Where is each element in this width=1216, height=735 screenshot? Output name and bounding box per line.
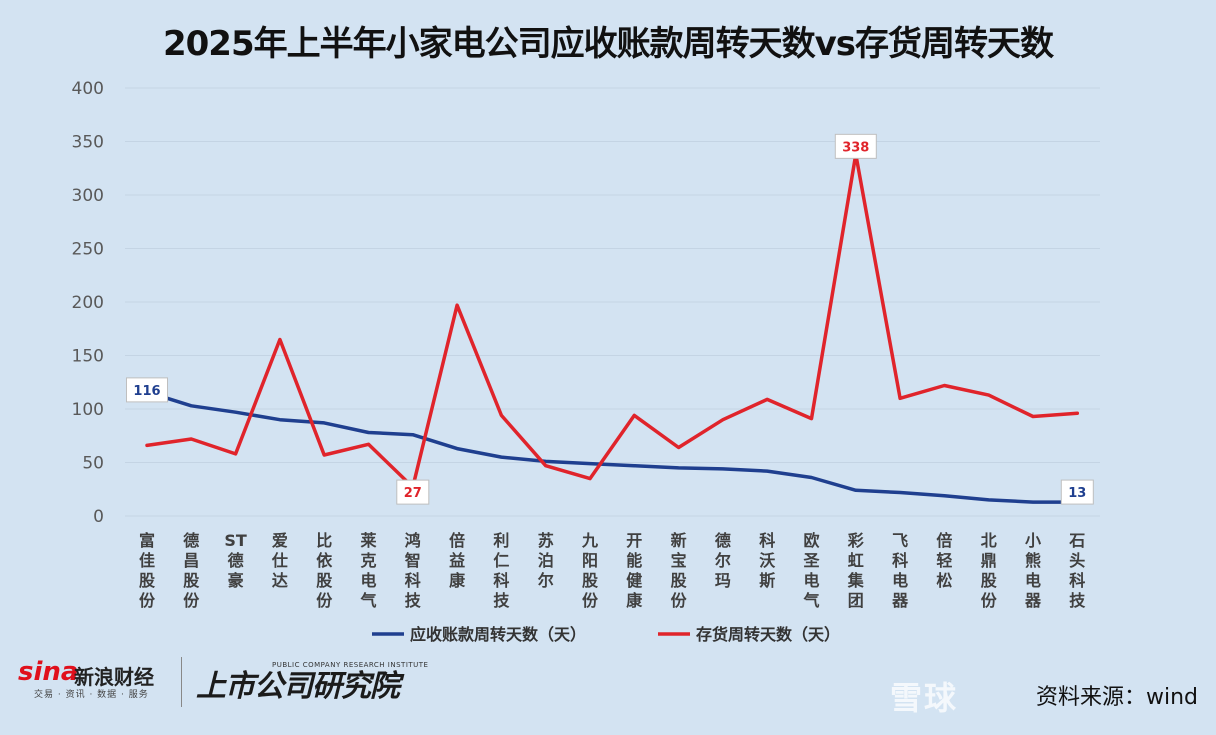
- data-label-text: 13: [1068, 486, 1086, 501]
- y-tick-label: 300: [72, 186, 104, 206]
- data-label-box: [1060, 479, 1094, 505]
- inventory-days-line: [145, 152, 1080, 489]
- x-tick-label: 爱仕达: [271, 531, 288, 590]
- x-tick-label: 苏泊尔: [538, 531, 554, 590]
- y-tick-label: 200: [72, 293, 104, 313]
- data-label-text: 27: [404, 486, 422, 501]
- y-tick-label: 100: [72, 400, 104, 420]
- data-label-text: 116: [133, 384, 160, 399]
- legend-label: 应收账款周转天数（天）: [410, 625, 586, 644]
- x-tick-label: 德昌股份: [183, 531, 200, 610]
- x-tick-label: 开能健康: [626, 531, 643, 610]
- y-tick-label: 50: [82, 454, 104, 474]
- x-tick-label: 新宝股份: [671, 531, 688, 610]
- xueqiu-watermark: 雪球: [890, 679, 959, 717]
- y-tick-label: 400: [72, 79, 104, 99]
- x-tick-label: ST 德豪: [224, 531, 247, 590]
- logo-divider: [181, 657, 182, 707]
- x-tick-label: 富佳股份: [139, 531, 156, 610]
- x-tick-label: 科沃斯: [759, 531, 775, 590]
- source-note: 资料来源：wind: [1035, 685, 1198, 710]
- x-tick-label: 鸿智科技: [405, 531, 422, 610]
- research-institute-en: PUBLIC COMPANY RESEARCH INSTITUTE: [272, 661, 429, 669]
- data-label: 116: [126, 377, 168, 403]
- data-label-box: [126, 377, 168, 403]
- receivable-days-line: [145, 390, 1080, 504]
- legend: 应收账款周转天数（天） 存货周转天数（天）: [372, 625, 840, 644]
- x-tick-label: 石头科技: [1068, 531, 1086, 610]
- x-axis-labels: 富佳股份 德昌股份 ST 德豪 爱仕达 比依股份 莱克电气 鸿智科技 倍益康 利仁科技 苏泊尔 九阳股…: [139, 531, 1086, 610]
- x-tick-label: 飞科电器: [891, 531, 909, 610]
- y-axis-ticks: 0 50 100 150 200 250 300 350 400: [72, 79, 104, 527]
- x-tick-label: 倍益康: [449, 531, 466, 590]
- y-tick-label: 350: [72, 133, 104, 153]
- data-label: 338: [834, 133, 877, 159]
- research-institute-logo: 上市公司研究院: [196, 669, 400, 704]
- footer: sina 新浪财经 交易 · 资讯 · 数据 · 服务 上市公司研究院 PUBL…: [0, 647, 1216, 735]
- legend-label: 存货周转天数（天）: [696, 625, 840, 644]
- data-label-box: [834, 133, 877, 159]
- x-tick-label: 德尔玛: [715, 531, 731, 590]
- x-tick-label: 彩虹集团: [847, 531, 865, 610]
- sina-subtitle: 交易 · 资讯 · 数据 · 服务: [34, 690, 149, 700]
- sina-name: 新浪财经: [74, 665, 154, 689]
- data-label-box: [396, 479, 430, 505]
- x-tick-label: 倍轻松: [936, 531, 952, 590]
- x-tick-label: 比依股份: [316, 531, 333, 610]
- y-tick-label: 250: [72, 240, 104, 260]
- data-label: 27: [396, 479, 430, 505]
- sina-logo: sina: [18, 657, 79, 687]
- x-tick-label: 北鼎股份: [981, 531, 998, 610]
- x-tick-label: 莱克电气: [359, 531, 376, 610]
- y-tick-label: 0: [93, 507, 104, 527]
- x-tick-label: 欧圣电气: [802, 531, 820, 610]
- data-labels: 116 13 27 338: [126, 133, 1094, 505]
- x-tick-label: 利仁科技: [493, 531, 510, 610]
- series-lines: [145, 152, 1080, 504]
- grid-lines: [125, 87, 1100, 517]
- data-label: 13: [1060, 479, 1094, 505]
- y-tick-label: 150: [72, 347, 104, 367]
- data-label-text: 338: [842, 140, 869, 155]
- x-tick-label: 小熊电器: [1024, 531, 1042, 610]
- chart-title: 2025年上半年小家电公司应收账款周转天数vs存货周转天数: [162, 24, 1054, 64]
- x-tick-label: 九阳股份: [581, 531, 599, 610]
